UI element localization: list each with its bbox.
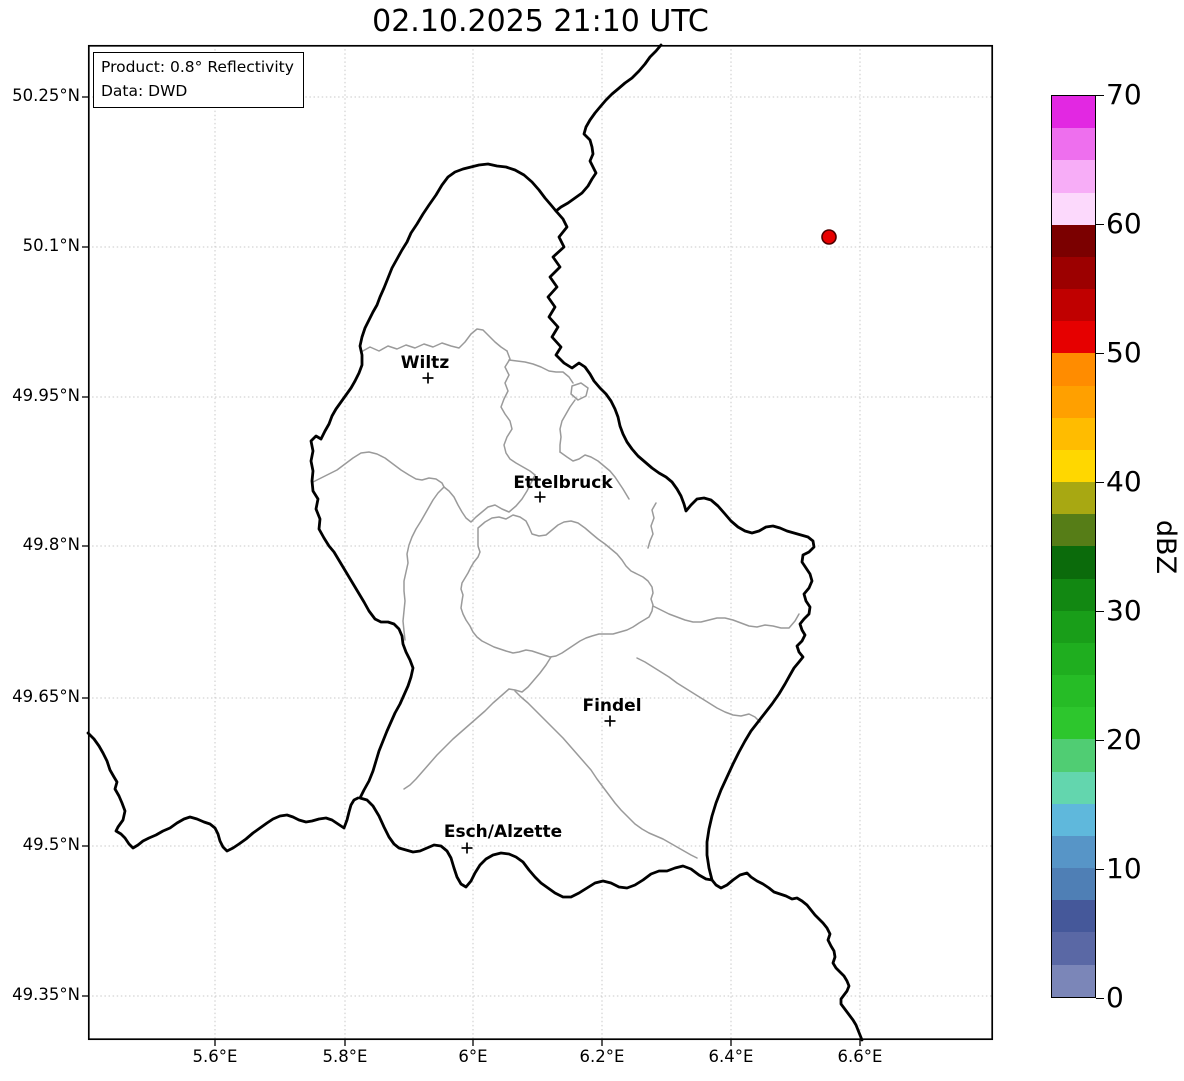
x-axis-tick-label: 6.4°E: [708, 1047, 754, 1066]
colorbar-segment: [1052, 482, 1095, 515]
colorbar-tick-mark: [1096, 353, 1104, 354]
colorbar-tick-label: 70: [1106, 78, 1142, 111]
colorbar-segment: [1052, 771, 1095, 804]
colorbar-tick-mark: [1096, 95, 1104, 96]
axis-tick-marks: [82, 96, 861, 1046]
city-label: Esch/Alzette: [444, 822, 562, 842]
x-axis-tick-label: 5.6°E: [192, 1047, 238, 1066]
colorbar-tick-label: 30: [1106, 594, 1142, 627]
colorbar-segment: [1052, 449, 1095, 483]
plot-frame: [87, 44, 994, 1041]
colorbar-segment: [1052, 514, 1095, 547]
colorbar-segment: [1052, 192, 1095, 225]
colorbar-tick-label: 0: [1106, 981, 1124, 1014]
colorbar-segment: [1052, 256, 1095, 290]
colorbar-unit-label: dBZ: [1150, 519, 1181, 575]
colorbar: [1051, 95, 1096, 998]
colorbar-segment: [1052, 96, 1095, 129]
colorbar-tick-mark: [1096, 611, 1104, 612]
colorbar-segment: [1052, 417, 1095, 450]
map-canvas: Wiltz Ettelbruck Findel Esch/Alzette: [82, 43, 994, 1046]
colorbar-segment: [1052, 803, 1095, 836]
colorbar-segment: [1052, 868, 1095, 901]
moselle-border-path: [710, 871, 864, 1042]
x-axis-tick-label: 6.2°E: [579, 1047, 625, 1066]
colorbar-tick-label: 20: [1106, 723, 1142, 756]
x-axis-tick-label: 6°E: [458, 1047, 488, 1066]
luxembourg-border-path: [309, 162, 816, 899]
colorbar-tick-mark: [1096, 998, 1104, 999]
x-axis-tick-label: 5.8°E: [322, 1047, 368, 1066]
map-plot-area: Wiltz Ettelbruck Findel Esch/Alzette: [82, 43, 994, 1046]
y-axis-tick-label: 50.1°N: [22, 236, 80, 255]
x-axis-tick-label: 6.6°E: [837, 1047, 883, 1066]
city-markers-layer: Wiltz Ettelbruck Findel Esch/Alzette: [401, 353, 642, 854]
y-axis-tick-label: 49.35°N: [12, 985, 80, 1004]
colorbar-segment: [1052, 289, 1095, 322]
product-info-line2: Data: DWD: [101, 82, 188, 101]
colorbar-segment: [1052, 964, 1095, 997]
city-label: Wiltz: [401, 353, 450, 373]
colorbar-segment: [1052, 739, 1095, 772]
colorbar-segment: [1052, 546, 1095, 579]
colorbar-segment: [1052, 642, 1095, 676]
colorbar-segment: [1052, 900, 1095, 933]
colorbar-segment: [1052, 578, 1095, 611]
city-label: Findel: [582, 696, 641, 716]
colorbar-segment: [1052, 353, 1095, 386]
colorbar-segment: [1052, 610, 1095, 643]
colorbar-tick-mark: [1096, 740, 1104, 741]
y-axis-tick-label: 49.5°N: [22, 835, 80, 854]
district-borders: [312, 328, 800, 859]
y-axis-tick-label: 50.25°N: [12, 86, 80, 105]
y-axis-tick-label: 49.8°N: [22, 535, 80, 554]
colorbar-tick-label: 10: [1106, 852, 1142, 885]
colorbar-segment: [1052, 321, 1095, 354]
colorbar-segment: [1052, 160, 1095, 193]
colorbar-tick-mark: [1096, 869, 1104, 870]
colorbar-tick-mark: [1096, 224, 1104, 225]
product-info-line1: Product: 0.8° Reflectivity: [101, 58, 294, 76]
city-label: Ettelbruck: [513, 473, 613, 493]
colorbar-segment: [1052, 675, 1095, 708]
colorbar-segment: [1052, 932, 1095, 965]
colorbar-segment: [1052, 707, 1095, 740]
french-border-path: [86, 731, 360, 853]
national-borders: [86, 43, 864, 1042]
our-river-border-path: [554, 43, 663, 213]
colorbar-segment: [1052, 128, 1095, 161]
colorbar-tick-mark: [1096, 482, 1104, 483]
y-axis-tick-label: 49.65°N: [12, 687, 80, 706]
colorbar-segment: [1052, 224, 1095, 257]
colorbar-tick-label: 60: [1106, 207, 1142, 240]
colorbar-segment: [1052, 835, 1095, 869]
page-title: 02.10.2025 21:10 UTC: [372, 4, 709, 39]
colorbar-tick-label: 40: [1106, 465, 1142, 498]
colorbar-segment: [1052, 385, 1095, 418]
y-axis-tick-label: 49.95°N: [12, 386, 80, 405]
radar-echo-dot: [821, 229, 837, 245]
colorbar-tick-label: 50: [1106, 336, 1142, 369]
product-info-box: Product: 0.8° Reflectivity Data: DWD: [93, 52, 304, 109]
